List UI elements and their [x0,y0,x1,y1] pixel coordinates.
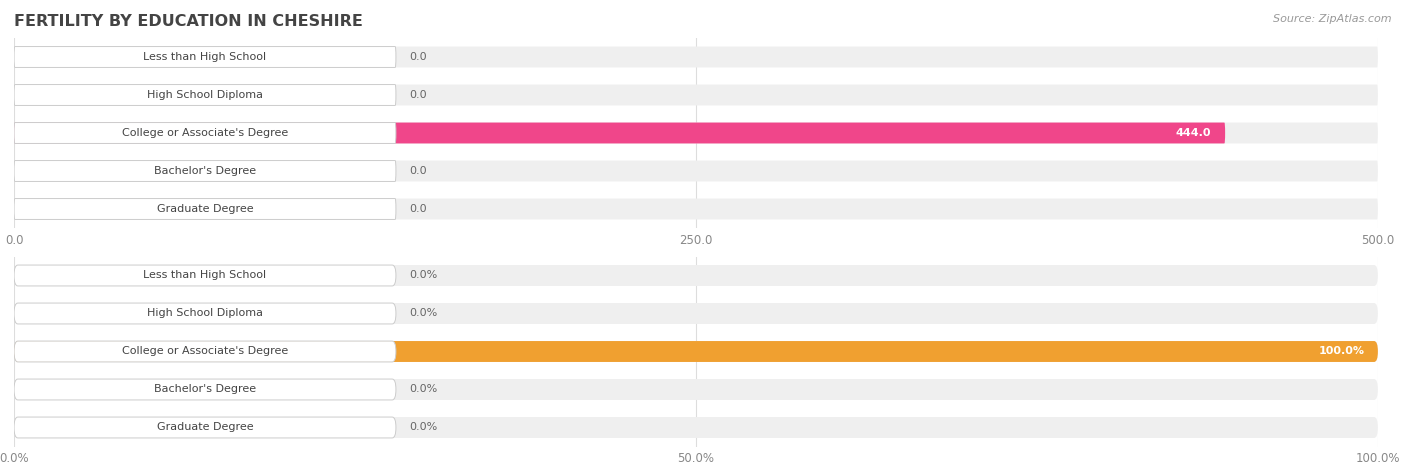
FancyBboxPatch shape [14,303,396,324]
Text: 0.0%: 0.0% [409,422,437,433]
FancyBboxPatch shape [14,379,1378,400]
Text: Source: ZipAtlas.com: Source: ZipAtlas.com [1274,14,1392,24]
Text: 0.0%: 0.0% [409,308,437,319]
Text: College or Associate's Degree: College or Associate's Degree [122,346,288,357]
Text: Bachelor's Degree: Bachelor's Degree [153,384,256,395]
FancyBboxPatch shape [14,341,1378,362]
Text: 0.0: 0.0 [409,52,427,62]
Text: Less than High School: Less than High School [143,270,267,281]
FancyBboxPatch shape [14,199,1378,219]
FancyBboxPatch shape [14,85,1378,105]
Text: 444.0: 444.0 [1175,128,1212,138]
Text: College or Associate's Degree: College or Associate's Degree [122,128,288,138]
Text: 100.0%: 100.0% [1319,346,1364,357]
FancyBboxPatch shape [14,161,1378,181]
FancyBboxPatch shape [14,123,396,143]
FancyBboxPatch shape [14,341,1378,362]
FancyBboxPatch shape [14,303,1378,324]
FancyBboxPatch shape [14,265,1378,286]
FancyBboxPatch shape [14,341,396,362]
FancyBboxPatch shape [14,417,396,438]
FancyBboxPatch shape [14,417,1378,438]
Text: Graduate Degree: Graduate Degree [156,204,253,214]
Text: High School Diploma: High School Diploma [148,90,263,100]
Text: 0.0%: 0.0% [409,384,437,395]
Text: 0.0: 0.0 [409,90,427,100]
FancyBboxPatch shape [14,47,1378,67]
Text: 0.0%: 0.0% [409,270,437,281]
Text: Bachelor's Degree: Bachelor's Degree [153,166,256,176]
Text: Graduate Degree: Graduate Degree [156,422,253,433]
FancyBboxPatch shape [14,199,396,219]
FancyBboxPatch shape [14,379,396,400]
Text: Less than High School: Less than High School [143,52,267,62]
Text: FERTILITY BY EDUCATION IN CHESHIRE: FERTILITY BY EDUCATION IN CHESHIRE [14,14,363,29]
FancyBboxPatch shape [14,265,396,286]
Text: High School Diploma: High School Diploma [148,308,263,319]
FancyBboxPatch shape [14,47,396,67]
FancyBboxPatch shape [14,85,396,105]
FancyBboxPatch shape [14,161,396,181]
FancyBboxPatch shape [14,123,1378,143]
Text: 0.0: 0.0 [409,204,427,214]
FancyBboxPatch shape [14,123,1225,143]
Text: 0.0: 0.0 [409,166,427,176]
